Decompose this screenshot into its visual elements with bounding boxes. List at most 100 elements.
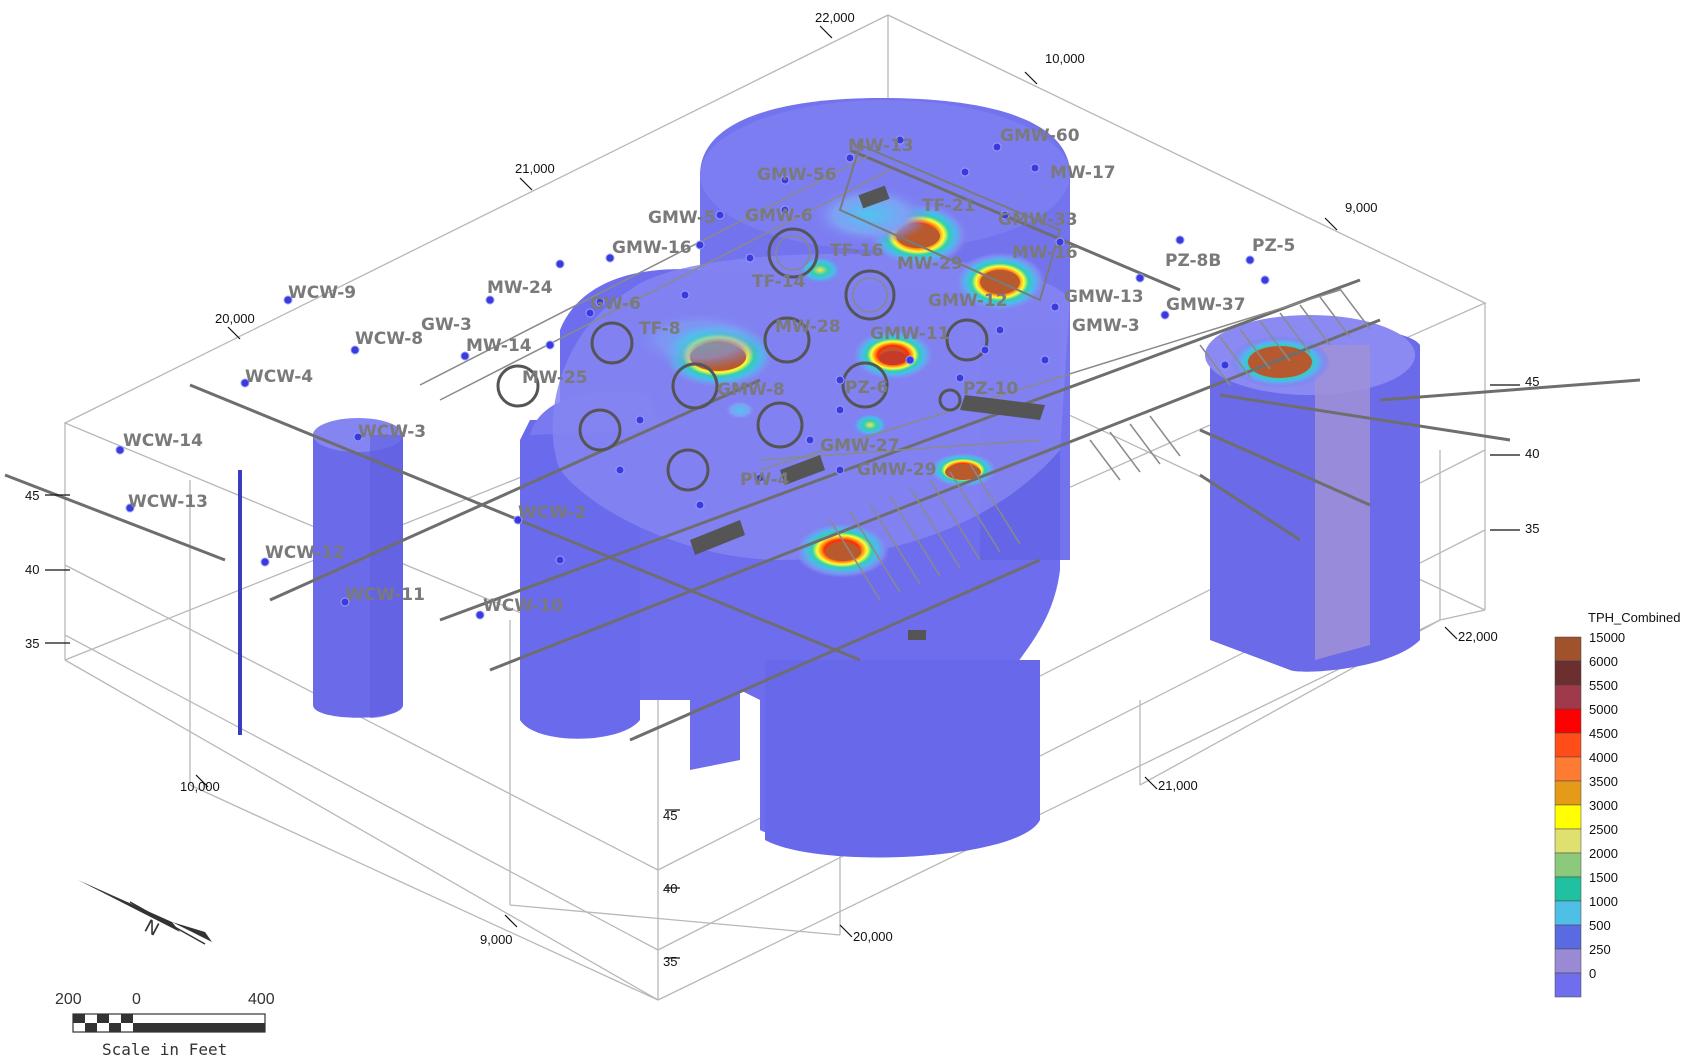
north-arrow-letter: N xyxy=(141,916,163,941)
scale-bar: 200 0 400 Scale in Feet xyxy=(55,991,275,1059)
well-label-tf-8: TF-8 xyxy=(639,319,681,339)
well-label-mw-13: MW-13 xyxy=(848,136,914,156)
legend-label: 500 xyxy=(1589,918,1611,933)
elevation-40-right: 40 xyxy=(1525,446,1539,461)
legend-label: 4000 xyxy=(1589,750,1618,765)
legend-label: 250 xyxy=(1589,942,1611,957)
well-label-wcw-12: WCW-12 xyxy=(265,543,345,563)
northing-20000-top: 20,000 xyxy=(215,311,255,326)
well-labels: MW-13 GMW-60 GMW-56 MW-17 TF-21 GMW-5 GM… xyxy=(123,126,1295,616)
well-label-pz-5: PZ-5 xyxy=(1252,236,1295,256)
well-label-tf-16: TF-16 xyxy=(830,241,883,261)
legend-label: 2500 xyxy=(1589,822,1618,837)
well-label-wcw-13: WCW-13 xyxy=(128,492,208,512)
easting-10000-left: 10,000 xyxy=(180,779,220,794)
legend-label: 5500 xyxy=(1589,678,1618,693)
legend-label: 1000 xyxy=(1589,894,1618,909)
well-label-tf-14: TF-14 xyxy=(752,272,806,292)
legend-swatch xyxy=(1554,828,1582,854)
northing-21000-front: 21,000 xyxy=(1158,778,1198,793)
legend-swatch xyxy=(1554,876,1582,902)
well-label-pw-4: PW-4 xyxy=(740,470,790,490)
legend-entries: 1500060005500500045004000350030002500200… xyxy=(1554,630,1625,998)
legend-swatch xyxy=(1554,756,1582,782)
well-label-mw-17: MW-17 xyxy=(1050,163,1116,183)
right-cylinder xyxy=(1205,315,1420,672)
well-label-wcw-11: WCW-11 xyxy=(345,585,425,605)
legend-label: 0 xyxy=(1589,966,1596,981)
easting-9000-top: 9,000 xyxy=(1345,200,1378,215)
legend-swatch xyxy=(1554,972,1582,998)
easting-9000-front: 9,000 xyxy=(480,932,513,947)
well-label-gmw-6: GMW-6 xyxy=(745,206,813,226)
well-label-gmw-5: GMW-5 xyxy=(648,208,716,228)
elevation-45-left: 45 xyxy=(25,488,39,503)
legend-swatch xyxy=(1554,732,1582,758)
well-label-wcw-4: WCW-4 xyxy=(245,367,313,387)
easting-10000-top: 10,000 xyxy=(1045,51,1085,66)
well-label-gmw-16: GMW-16 xyxy=(612,238,692,258)
axis-labels: 22,000 10,000 21,000 9,000 20,000 45 40 … xyxy=(25,10,1539,969)
well-label-mw-14: MW-14 xyxy=(466,336,532,356)
legend-label: 5000 xyxy=(1589,702,1618,717)
well-markers xyxy=(115,135,1270,620)
well-label-pz-8b: PZ-8B xyxy=(1165,251,1221,271)
legend-label: 6000 xyxy=(1589,654,1618,669)
well-label-wcw-9: WCW-9 xyxy=(288,283,356,303)
well-label-gmw-29: GMW-29 xyxy=(857,460,937,480)
legend-swatch xyxy=(1554,636,1582,662)
well-label-mw-24: MW-24 xyxy=(487,278,553,298)
legend-label: 3500 xyxy=(1589,774,1618,789)
legend-swatch xyxy=(1554,708,1582,734)
well-label-gw-6: GW-6 xyxy=(590,294,641,314)
scale-label-200: 200 xyxy=(55,991,82,1008)
well-label-wcw-8: WCW-8 xyxy=(355,329,423,349)
northing-22000-right: 22,000 xyxy=(1458,629,1498,644)
elevation-40-front: 40 xyxy=(663,881,677,896)
elevation-45-front: 45 xyxy=(663,808,677,823)
parking-stripes xyxy=(829,288,1371,601)
well-label-wcw-2: WCW-2 xyxy=(518,503,586,523)
storage-tanks xyxy=(496,227,989,492)
well-label-gmw-8: GMW-8 xyxy=(717,380,785,400)
legend-swatch xyxy=(1554,780,1582,806)
scale-label-0: 0 xyxy=(132,991,141,1008)
well-label-gmw-12: GMW-12 xyxy=(928,291,1008,311)
well-label-gmw-27: GMW-27 xyxy=(820,436,900,456)
well-label-gmw-13: GMW-13 xyxy=(1064,287,1144,307)
well-label-gmw-33: GMW-33 xyxy=(998,210,1078,230)
elevation-35-right: 35 xyxy=(1525,521,1539,536)
legend-swatch xyxy=(1554,852,1582,878)
legend-label: 2000 xyxy=(1589,846,1618,861)
well-label-gmw-56: GMW-56 xyxy=(757,165,837,185)
well-label-wcw-14: WCW-14 xyxy=(123,431,203,451)
well-label-gmw-37: GMW-37 xyxy=(1166,295,1246,315)
well-label-gmw-60: GMW-60 xyxy=(1000,126,1080,146)
legend-label: 4500 xyxy=(1589,726,1618,741)
northing-22000-top: 22,000 xyxy=(815,10,855,25)
legend-label: 15000 xyxy=(1589,630,1625,645)
well-label-gmw-11: GMW-11 xyxy=(870,324,950,344)
scale-caption: Scale in Feet xyxy=(102,1040,227,1059)
elevation-45-right: 45 xyxy=(1525,374,1539,389)
site-map-overlay xyxy=(4,143,1641,742)
north-arrow-icon: N xyxy=(78,880,212,945)
northing-20000-front: 20,000 xyxy=(853,929,893,944)
legend-swatch xyxy=(1554,660,1582,686)
legend-swatch xyxy=(1554,948,1582,974)
well-label-mw-29: MW-29 xyxy=(897,254,963,274)
legend-swatch xyxy=(1554,924,1582,950)
color-legend: TPH_Combined 150006000550050004500400035… xyxy=(1554,610,1681,998)
scale-label-400: 400 xyxy=(248,991,275,1008)
elevation-40-left: 40 xyxy=(25,562,39,577)
elevation-35-left: 35 xyxy=(25,636,39,651)
well-label-pz-6: PZ-6 xyxy=(845,378,888,398)
northing-21000-top: 21,000 xyxy=(515,161,555,176)
well-label-tf-21: TF-21 xyxy=(922,196,975,216)
elevation-35-front: 35 xyxy=(663,954,677,969)
well-label-mw-25: MW-25 xyxy=(522,368,588,388)
legend-swatch xyxy=(1554,900,1582,926)
well-label-mw-28: MW-28 xyxy=(775,317,841,337)
well-label-gmw-3: GMW-3 xyxy=(1072,316,1140,336)
